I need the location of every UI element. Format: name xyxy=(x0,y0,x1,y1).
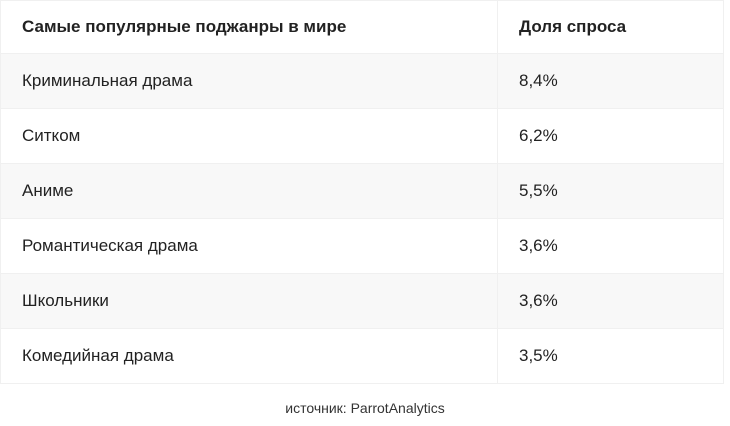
share-cell: 8,4% xyxy=(497,53,724,109)
table-row: Комедийная драма 3,5% xyxy=(0,328,724,384)
header-cell: Самые популярные поджанры в мире xyxy=(0,0,498,54)
table-row: Школьники 3,6% xyxy=(0,273,724,329)
genre-cell: Аниме xyxy=(0,163,498,219)
genre-cell: Романтическая драма xyxy=(0,218,498,274)
share-cell: 3,6% xyxy=(497,218,724,274)
table-row: Криминальная драма 8,4% xyxy=(0,53,724,109)
table-row: Ситком 6,2% xyxy=(0,108,724,164)
table-head: Самые популярные поджанры в мире Доля сп… xyxy=(0,0,724,54)
header-row: Самые популярные поджанры в мире Доля сп… xyxy=(0,0,724,54)
table: Самые популярные поджанры в мире Доля сп… xyxy=(0,0,724,384)
genre-cell: Ситком xyxy=(0,108,498,164)
source-note: источник: ParrotAnalytics xyxy=(285,400,445,416)
table-row: Романтическая драма 3,6% xyxy=(0,218,724,274)
share-cell: 5,5% xyxy=(497,163,724,219)
genre-cell: Школьники xyxy=(0,273,498,329)
table-row: Аниме 5,5% xyxy=(0,163,724,219)
share-cell: 3,5% xyxy=(497,328,724,384)
share-cell: 6,2% xyxy=(497,108,724,164)
table-body: Криминальная драма 8,4% Ситком 6,2% Аниме 5,5… xyxy=(0,53,724,384)
genre-cell: Комедийная драма xyxy=(0,328,498,384)
share-cell: 3,6% xyxy=(497,273,724,329)
header-cell: Доля спроса xyxy=(497,0,724,54)
genre-cell: Криминальная драма xyxy=(0,53,498,109)
